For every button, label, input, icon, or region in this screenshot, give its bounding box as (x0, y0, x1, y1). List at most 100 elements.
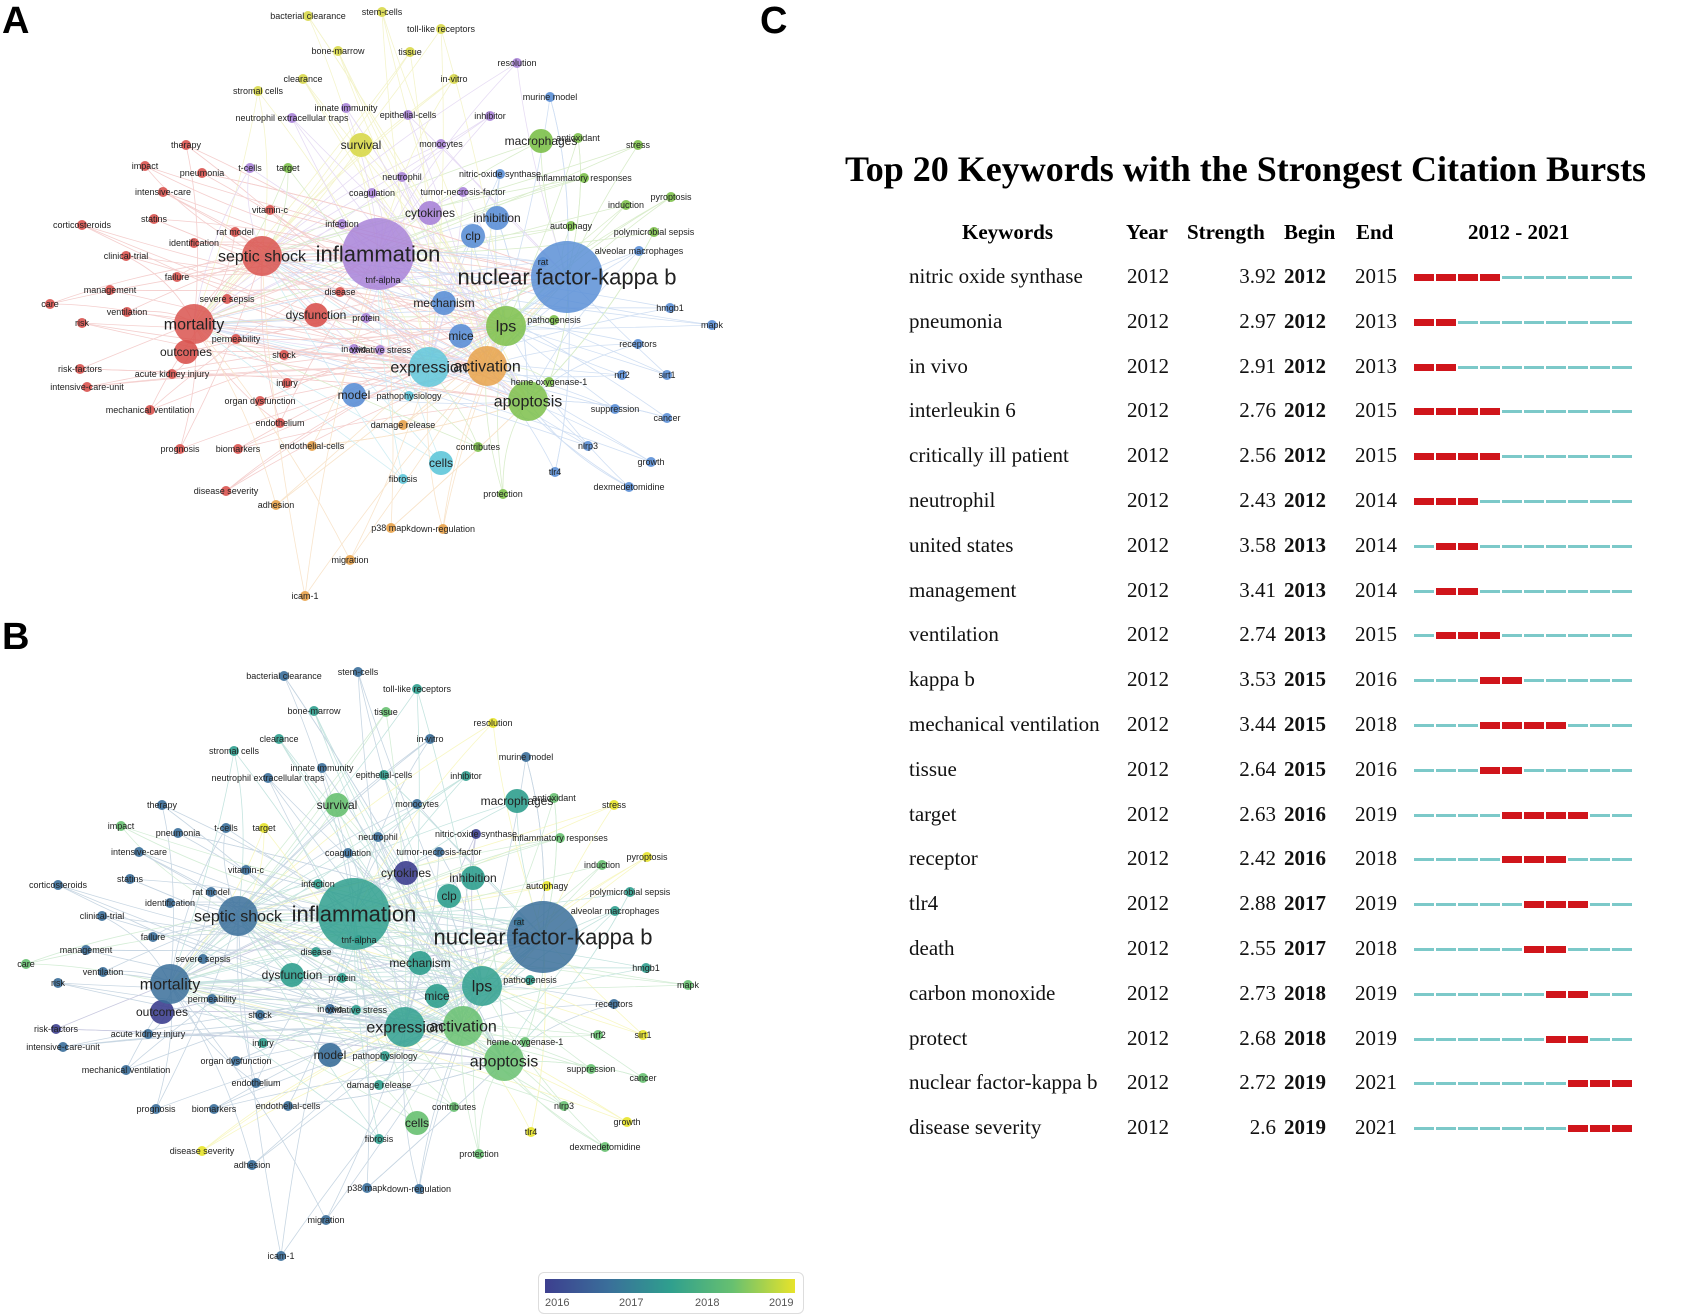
keyword-node[interactable] (174, 340, 198, 364)
keyword-node[interactable] (150, 1000, 174, 1024)
keyword-node[interactable] (666, 192, 676, 202)
keyword-node[interactable] (544, 377, 554, 387)
keyword-node[interactable] (683, 980, 693, 990)
keyword-node[interactable] (325, 1004, 335, 1014)
keyword-node[interactable] (173, 828, 183, 838)
keyword-node[interactable] (275, 418, 285, 428)
keyword-node[interactable] (116, 821, 126, 831)
keyword-node[interactable] (175, 444, 185, 454)
keyword-node[interactable] (646, 457, 656, 467)
keyword-node[interactable] (425, 984, 449, 1008)
keyword-node[interactable] (434, 847, 444, 857)
keyword-node[interactable] (174, 304, 214, 344)
keyword-node[interactable] (662, 413, 672, 423)
keyword-node[interactable] (403, 110, 413, 120)
keyword-node[interactable] (634, 246, 644, 256)
keyword-node[interactable] (397, 172, 407, 182)
keyword-node[interactable] (642, 852, 652, 862)
keyword-node[interactable] (473, 442, 483, 452)
keyword-node[interactable] (662, 370, 672, 380)
keyword-node[interactable] (507, 901, 579, 973)
keyword-node[interactable] (610, 404, 620, 414)
keyword-node[interactable] (265, 205, 275, 215)
keyword-node[interactable] (121, 1065, 131, 1075)
keyword-node[interactable] (300, 591, 310, 601)
keyword-node[interactable] (158, 187, 168, 197)
keyword-node[interactable] (495, 169, 505, 179)
keyword-node[interactable] (586, 1064, 596, 1074)
keyword-node[interactable] (309, 706, 319, 716)
keyword-node[interactable] (467, 346, 507, 386)
keyword-node[interactable] (251, 1078, 261, 1088)
keyword-node[interactable] (335, 287, 345, 297)
keyword-node[interactable] (282, 378, 292, 388)
keyword-node[interactable] (181, 140, 191, 150)
keyword-node[interactable] (436, 24, 446, 34)
keyword-node[interactable] (485, 206, 509, 230)
keyword-node[interactable] (609, 999, 619, 1009)
keyword-node[interactable] (638, 1030, 648, 1040)
keyword-node[interactable] (412, 684, 422, 694)
keyword-node[interactable] (474, 1149, 484, 1159)
keyword-node[interactable] (197, 168, 207, 178)
keyword-node[interactable] (414, 1184, 424, 1194)
keyword-node[interactable] (345, 555, 355, 565)
keyword-node[interactable] (508, 381, 548, 421)
keyword-node[interactable] (425, 734, 435, 744)
keyword-node[interactable] (247, 1160, 257, 1170)
keyword-node[interactable] (512, 58, 522, 68)
keyword-node[interactable] (283, 1101, 293, 1111)
keyword-node[interactable] (198, 954, 208, 964)
keyword-node[interactable] (259, 823, 269, 833)
keyword-node[interactable] (298, 74, 308, 84)
keyword-node[interactable] (461, 224, 485, 248)
keyword-node[interactable] (361, 313, 371, 323)
keyword-node[interactable] (241, 865, 251, 875)
keyword-node[interactable] (707, 320, 717, 330)
keyword-node[interactable] (207, 994, 217, 1004)
keyword-node[interactable] (121, 251, 131, 261)
keyword-node[interactable] (342, 218, 414, 290)
keyword-node[interactable] (579, 173, 589, 183)
keyword-node[interactable] (98, 967, 108, 977)
keyword-node[interactable] (321, 1215, 331, 1225)
keyword-node[interactable] (105, 285, 115, 295)
keyword-node[interactable] (429, 451, 453, 475)
keyword-node[interactable] (311, 947, 321, 957)
keyword-node[interactable] (405, 47, 415, 57)
keyword-node[interactable] (412, 799, 422, 809)
keyword-node[interactable] (276, 1251, 286, 1261)
keyword-node[interactable] (51, 1024, 61, 1034)
keyword-node[interactable] (325, 793, 349, 817)
keyword-node[interactable] (404, 391, 414, 401)
keyword-node[interactable] (625, 887, 635, 897)
keyword-node[interactable] (449, 324, 473, 348)
keyword-node[interactable] (380, 1051, 390, 1061)
keyword-node[interactable] (82, 382, 92, 392)
keyword-node[interactable] (45, 299, 55, 309)
keyword-node[interactable] (279, 350, 289, 360)
keyword-node[interactable] (274, 734, 284, 744)
keyword-node[interactable] (222, 294, 232, 304)
keyword-node[interactable] (386, 523, 396, 533)
keyword-node[interactable] (583, 441, 593, 451)
keyword-node[interactable] (337, 973, 347, 983)
keyword-node[interactable] (341, 103, 351, 113)
keyword-node[interactable] (245, 163, 255, 173)
keyword-node[interactable] (58, 1042, 68, 1052)
keyword-node[interactable] (471, 829, 481, 839)
keyword-node[interactable] (353, 667, 363, 677)
keyword-node[interactable] (304, 303, 328, 327)
keyword-node[interactable] (337, 219, 347, 229)
keyword-node[interactable] (151, 1104, 161, 1114)
keyword-node[interactable] (374, 1134, 384, 1144)
keyword-node[interactable] (263, 773, 273, 783)
keyword-node[interactable] (641, 963, 651, 973)
keyword-node[interactable] (209, 1104, 219, 1114)
keyword-node[interactable] (449, 1102, 459, 1112)
keyword-node[interactable] (610, 906, 620, 916)
keyword-node[interactable] (549, 315, 559, 325)
keyword-node[interactable] (449, 74, 459, 84)
keyword-node[interactable] (665, 303, 675, 313)
keyword-node[interactable] (221, 486, 231, 496)
